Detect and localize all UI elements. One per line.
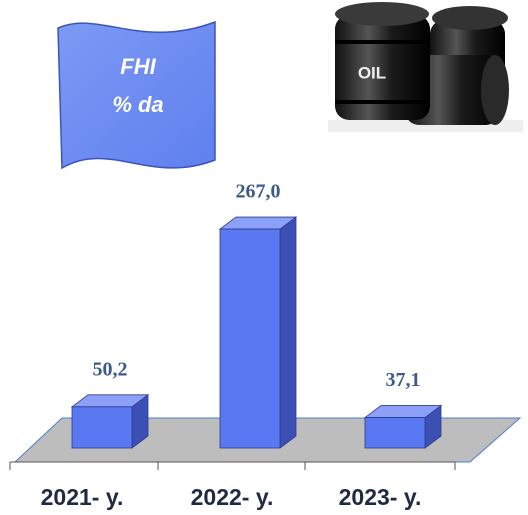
data-label: 267,0 <box>236 181 281 203</box>
chart-title: FHI <box>120 54 156 79</box>
bar <box>71 406 133 449</box>
image-label: OIL <box>358 63 386 82</box>
data-label: 50,2 <box>93 358 128 380</box>
x-tick-label: 2023- y. <box>339 484 422 510</box>
oil-image: OIL <box>328 2 523 132</box>
bar <box>219 228 281 449</box>
bar <box>364 417 426 449</box>
bar-side <box>279 216 297 449</box>
chart-subtitle: % da <box>112 92 163 117</box>
x-tick-label: 2022- y. <box>191 484 274 510</box>
data-label: 37,1 <box>386 369 421 391</box>
x-tick-label: 2021- y. <box>41 484 124 510</box>
title-flag <box>57 20 216 170</box>
